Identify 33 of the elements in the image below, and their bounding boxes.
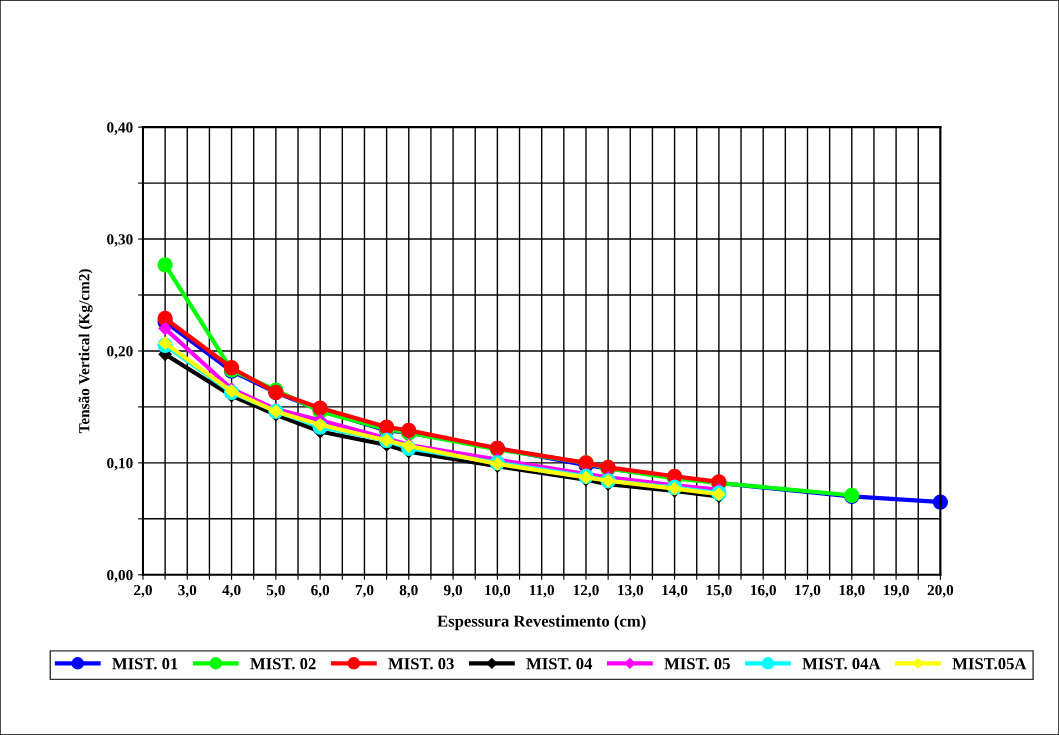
y-tick-label: 0,00 (107, 569, 133, 583)
legend-label: MIST.05A (952, 658, 1027, 670)
x-tick-label: 5,0 (266, 584, 285, 598)
x-tick-label: 19,0 (883, 584, 909, 598)
x-tick-label: 17,0 (795, 584, 821, 598)
legend-label: MIST. 02 (250, 658, 316, 670)
x-tick-label: 4,0 (222, 584, 241, 598)
x-tick-label: 8,0 (399, 584, 418, 598)
x-tick-label: 20,0 (927, 584, 954, 598)
y-tick-label: 0,20 (107, 346, 133, 359)
x-tick-label: 10,0 (485, 584, 511, 598)
x-tick-label: 14,0 (662, 584, 688, 598)
legend-label: MIST. 01 (112, 658, 178, 670)
x-tick-label: 9,0 (443, 584, 463, 598)
x-tick-label: 18,0 (839, 584, 865, 598)
legend-label: MIST. 05 (664, 658, 730, 670)
y-axis-title: Tensão Vertical (Kg/cm2) (78, 269, 93, 434)
legend-label: MIST. 04A (802, 658, 881, 670)
x-tick-label: 16,0 (751, 584, 776, 598)
legend-label: MIST. 04 (526, 658, 593, 670)
x-tick-label: 12,0 (573, 584, 599, 598)
x-tick-label: 3,0 (178, 584, 197, 598)
x-tick-label: 13,0 (618, 584, 644, 598)
x-tick-label: 6,0 (311, 584, 330, 598)
y-tick-label: 0,40 (107, 122, 133, 135)
x-tick-label: 11,0 (529, 584, 555, 598)
y-tick-label: 0,10 (107, 458, 133, 471)
x-tick-label: 15,0 (706, 584, 732, 598)
x-tick-label: 2,0 (134, 584, 152, 598)
legend-label: MIST. 03 (388, 658, 454, 670)
y-tick-label: 0,30 (107, 234, 133, 247)
x-tick-label: 7,0 (355, 584, 374, 598)
x-axis-title: Espessura Revestimento (cm) (437, 615, 646, 631)
